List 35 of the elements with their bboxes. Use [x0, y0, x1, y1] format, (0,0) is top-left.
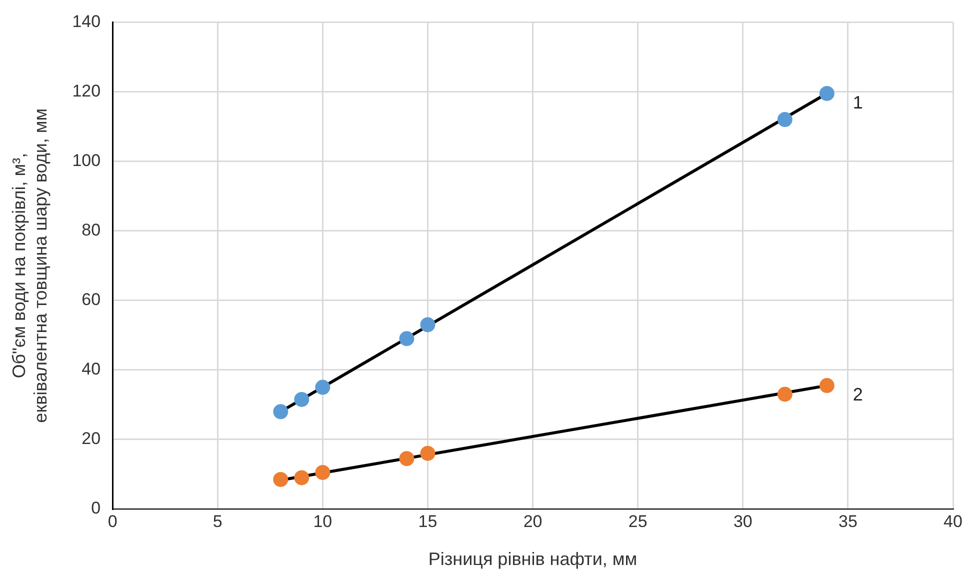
point — [273, 404, 288, 420]
y-axis-title: Об"єм води на покрівлі, м³, еквівалентна товщина шару води, мм — [8, 108, 50, 423]
point — [819, 86, 834, 101]
point — [294, 470, 310, 486]
y-tick-label: 0 — [91, 498, 101, 518]
x-tick-label: 10 — [313, 512, 332, 531]
series-label: 2 — [852, 384, 863, 405]
y-tick-label: 40 — [82, 360, 101, 379]
point — [777, 112, 792, 128]
x-tick-label: 20 — [523, 512, 542, 531]
x-tick-label: 35 — [838, 512, 858, 531]
x-tick-label: 5 — [212, 512, 222, 531]
point — [399, 331, 414, 346]
x-tick-label: 0 — [108, 512, 118, 531]
y-tick-label: 140 — [72, 12, 101, 31]
series-label: 1 — [852, 92, 863, 112]
y-tick-label: 80 — [82, 220, 101, 240]
x-tick-label: 40 — [944, 512, 962, 531]
point — [294, 392, 310, 407]
point — [315, 380, 330, 395]
x-tick-label: 25 — [628, 512, 648, 531]
y-tick-label: 60 — [82, 290, 101, 310]
point — [399, 451, 414, 466]
point — [420, 446, 436, 461]
point — [420, 317, 436, 332]
point — [273, 472, 288, 487]
y-tick-label: 20 — [82, 429, 101, 448]
point — [777, 386, 792, 402]
point — [819, 378, 834, 394]
x-tick-label: 15 — [418, 512, 438, 531]
x-axis-title: Різниця рівнів нафти, мм — [428, 549, 638, 570]
y-tick-label: 120 — [72, 81, 101, 100]
y-tick-label: 100 — [72, 150, 101, 170]
x-tick-label: 30 — [733, 512, 752, 531]
point — [315, 464, 330, 480]
